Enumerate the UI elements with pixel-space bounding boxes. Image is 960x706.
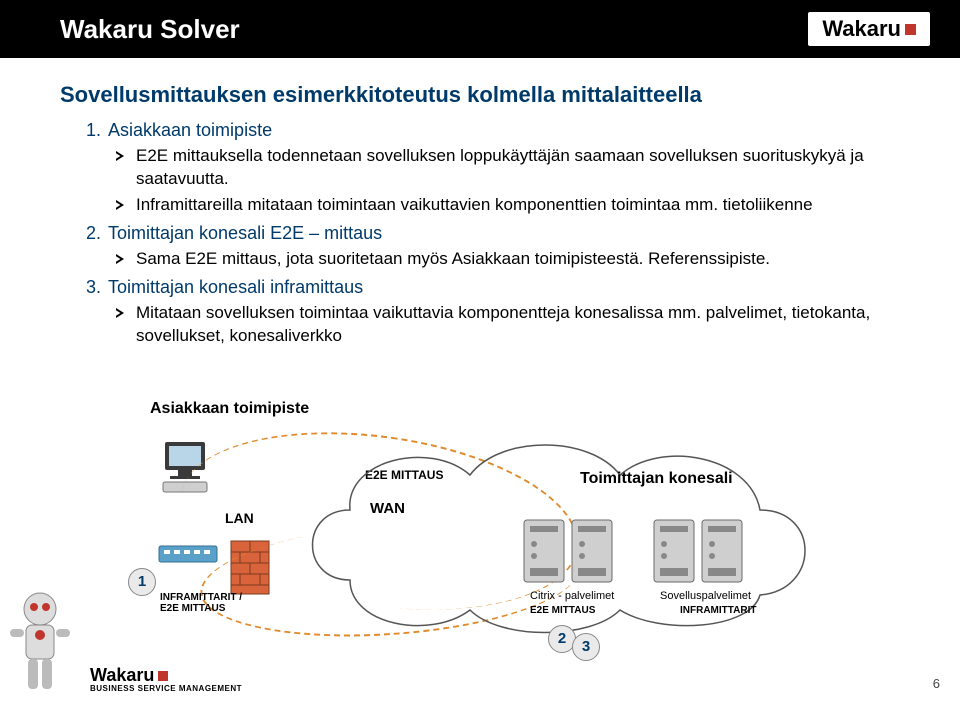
sub-item: Inframittareilla mitataan toimintaan vai… [116,194,900,217]
app-servers-label: Sovelluspalvelimet [660,590,751,602]
server-icon [568,516,616,586]
list-item: 1.Asiakkaan toimipiste E2E mittauksella … [86,120,900,217]
sub-list: Sama E2E mittaus, jota suoritetaan myös … [86,248,900,271]
infra-left-line2: E2E MITTAUS [160,603,225,614]
slide-title: Wakaru Solver [60,14,240,45]
customer-site-label: Asiakkaan toimipiste [150,400,309,418]
item-number: 1. [86,120,108,141]
list-item: 2.Toimittajan konesali E2E – mittaus Sam… [86,223,900,271]
footer-logo-text: Wakaru [90,665,154,686]
infra-left-line1: INFRAMITTARIT / [160,592,242,603]
sub-item: Mitataan sovelluksen toimintaa vaikuttav… [116,302,900,348]
diagram-marker-3: 3 [572,633,600,661]
diagram-marker-1: 1 [128,568,156,596]
brand-logo-mark-icon [905,24,916,35]
sub-item: Sama E2E mittaus, jota suoritetaan myös … [116,248,900,271]
footer-logo: Wakaru BUSINESS SERVICE MANAGEMENT [20,665,242,693]
page-number: 6 [933,676,940,691]
footer-tagline: BUSINESS SERVICE MANAGEMENT [90,684,242,693]
server-icon [520,516,568,586]
item-title: Toimittajan konesali inframittaus [108,277,363,297]
network-diagram: Asiakkaan toimipiste LAN E2E MITTAUS WAN… [120,400,860,660]
slide-header: Wakaru Solver Wakaru [0,0,960,58]
sub-item: E2E mittauksella todennetaan sovelluksen… [116,145,900,191]
brand-logo-text: Wakaru [822,16,901,42]
content-heading: Sovellusmittauksen esimerkkitoteutus kol… [60,82,900,108]
footer-logo-mark-icon [158,671,168,681]
infra-right-label: INFRAMITTARIT [680,605,756,616]
content-area: Sovellusmittauksen esimerkkitoteutus kol… [0,58,960,348]
server-icon [650,516,698,586]
server-icon [698,516,746,586]
wan-label: WAN [370,500,405,517]
citrix-servers-label: Citrix - palvelimet [530,590,614,602]
infra-left-label: INFRAMITTARIT / E2E MITTAUS [160,592,242,614]
e2e-bottom-label: E2E MITTAUS [530,605,595,616]
list-item: 3.Toimittajan konesali inframittaus Mita… [86,277,900,348]
numbered-list: 1.Asiakkaan toimipiste E2E mittauksella … [60,120,900,348]
datacenter-label: Toimittajan konesali [580,470,733,488]
item-title: Toimittajan konesali E2E – mittaus [108,223,382,243]
item-title: Asiakkaan toimipiste [108,120,272,140]
item-number: 2. [86,223,108,244]
item-number: 3. [86,277,108,298]
brand-logo: Wakaru [808,12,930,46]
sub-list: Mitataan sovelluksen toimintaa vaikuttav… [86,302,900,348]
sub-list: E2E mittauksella todennetaan sovelluksen… [86,145,900,217]
